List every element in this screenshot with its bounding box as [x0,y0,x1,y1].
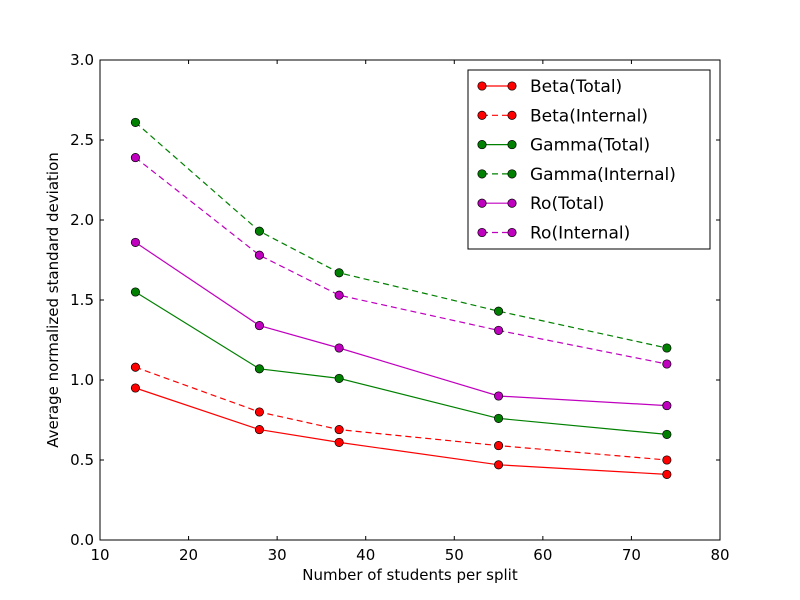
data-point [494,391,504,401]
data-point [254,250,264,260]
legend-entry: Beta(Internal) [477,106,648,126]
legend-marker [477,81,487,91]
data-point [494,306,504,316]
series-beta-total [130,383,672,479]
data-point [130,117,140,127]
data-point [334,268,344,278]
legend-label: Ro(Internal) [530,224,630,244]
x-tick-label: 20 [179,546,198,564]
data-point [662,359,672,369]
y-tick-label: 3.0 [70,51,94,69]
legend-entry: Ro(Total) [477,194,604,214]
legend-marker [507,110,517,120]
series-ro-internal [130,153,672,369]
legend-marker [507,140,517,150]
y-tick-label: 2.0 [70,211,94,229]
y-tick-label: 0.0 [70,531,94,549]
data-point [254,425,264,435]
legend-label: Gamma(Total) [530,136,650,156]
axis-ticks: 10 20 30 40 50 60 70 80 0.0 0.5 1.0 1.5 2.0 2.5 3.0 [70,51,729,564]
legend-label: Beta(Internal) [530,106,648,126]
data-point [254,407,264,417]
x-tick-label: 70 [622,546,641,564]
y-axis-label: Average normalized standard deviation [44,152,62,448]
series-line [135,157,667,365]
data-point [130,362,140,372]
legend-marker [477,198,487,208]
data-point [130,237,140,247]
data-point [254,364,264,374]
data-point [334,425,344,435]
data-point [494,413,504,423]
legend-marker [477,227,487,238]
data-point [662,429,672,439]
x-tick-label: 40 [356,546,375,564]
legend-label: Gamma(Internal) [530,165,676,185]
data-point [662,455,672,465]
legend-marker [507,169,517,179]
x-tick-label: 80 [710,546,729,564]
legend-entry: Gamma(Total) [477,136,650,156]
x-tick-label: 50 [445,546,464,564]
legend-entry: Ro(Internal) [477,224,630,244]
data-point [254,226,264,236]
y-tick-label: 2.5 [70,131,94,149]
y-tick-label: 0.5 [70,451,94,469]
legend-marker [507,198,517,208]
legend-entry: Gamma(Internal) [477,165,676,185]
legend-label: Ro(Total) [530,194,604,214]
x-tick-label: 30 [268,546,287,564]
legend-label: Beta(Total) [530,77,622,97]
series-ro-total [130,237,672,411]
series-gamma-internal [130,117,672,353]
data-point [334,290,344,300]
data-point [130,287,140,297]
series-beta-internal [130,362,672,465]
data-point [334,437,344,447]
legend-marker [507,227,517,238]
data-point [334,373,344,383]
y-tick-label: 1.0 [70,371,94,389]
data-point [662,343,672,353]
legend-marker [477,110,487,120]
data-point [494,325,504,335]
data-point [494,441,504,451]
data-marks [130,117,672,479]
x-tick-label: 10 [90,546,109,564]
data-point [130,383,140,393]
data-point [662,401,672,411]
legend-marker [507,81,517,91]
data-point [334,343,344,353]
legend-box [467,69,711,250]
data-point [662,469,672,479]
data-point [254,321,264,331]
data-point [130,153,140,163]
data-point [494,460,504,470]
legend-marker [477,169,487,179]
series-gamma-total [130,287,672,439]
legend: Beta(Total) Beta(Internal) Gamma(Total) Gam… [467,69,711,250]
x-axis-label: Number of students per split [302,566,518,584]
y-tick-label: 1.5 [70,291,94,309]
legend-entry: Beta(Total) [477,77,622,97]
legend-marker [477,140,487,150]
x-tick-label: 60 [533,546,552,564]
